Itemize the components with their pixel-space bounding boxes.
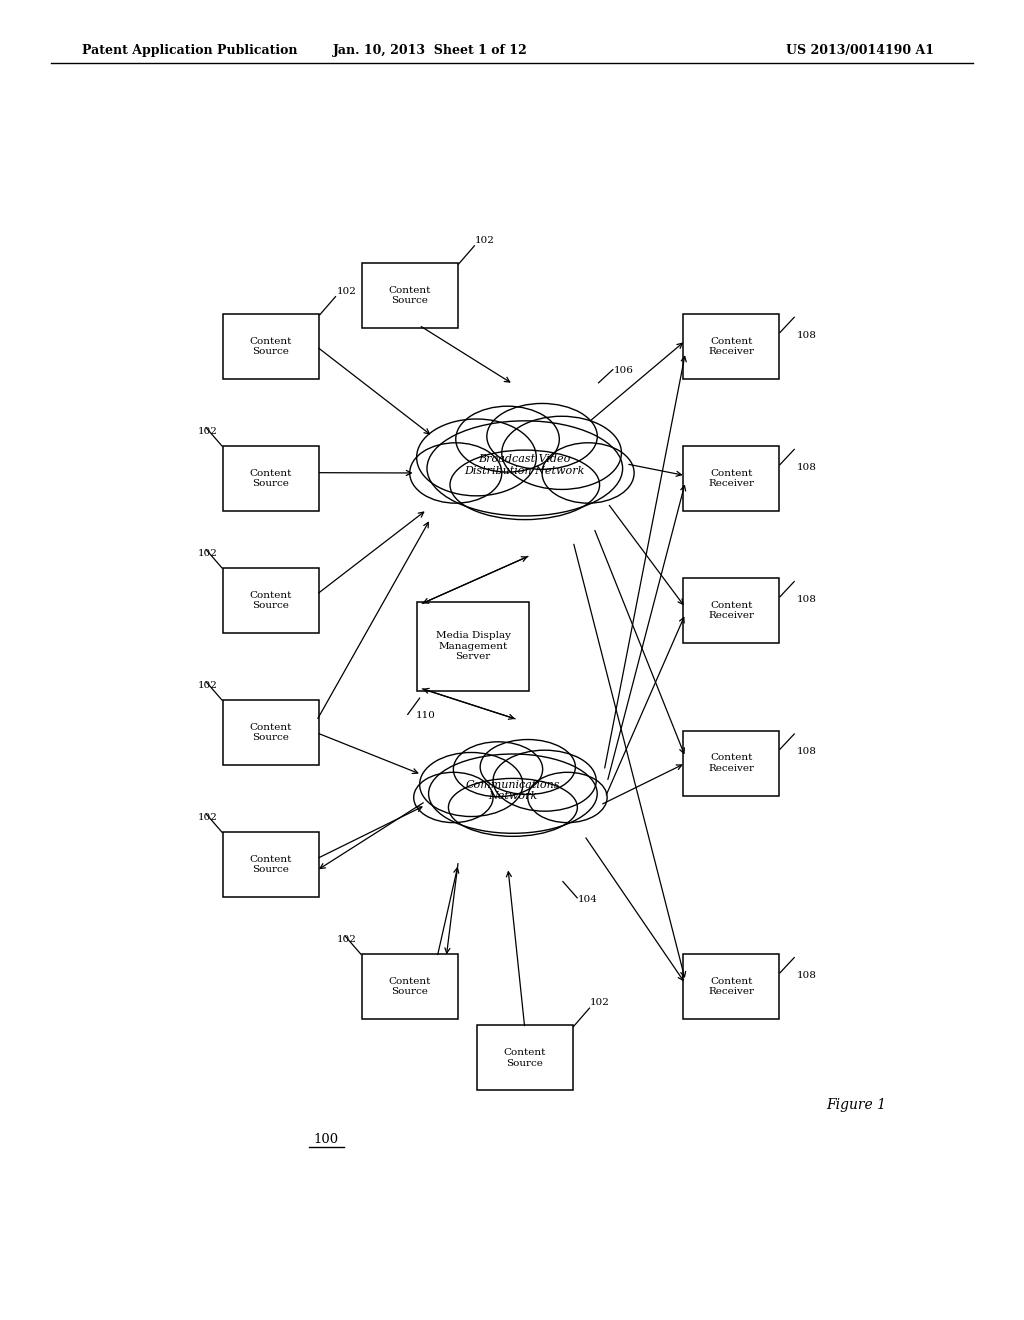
Ellipse shape (449, 779, 578, 837)
FancyBboxPatch shape (477, 1026, 572, 1090)
Text: Content
Receiver: Content Receiver (709, 601, 754, 620)
FancyBboxPatch shape (223, 568, 318, 634)
Text: Content
Source: Content Source (388, 977, 431, 997)
Text: Content
Source: Content Source (388, 286, 431, 305)
Ellipse shape (454, 742, 543, 797)
Text: Content
Source: Content Source (504, 1048, 546, 1068)
Ellipse shape (527, 772, 607, 822)
Text: 110: 110 (416, 711, 435, 721)
FancyBboxPatch shape (683, 446, 779, 511)
Text: Patent Application Publication: Patent Application Publication (82, 44, 297, 57)
Ellipse shape (420, 752, 523, 817)
Ellipse shape (427, 421, 623, 516)
Text: Jan. 10, 2013  Sheet 1 of 12: Jan. 10, 2013 Sheet 1 of 12 (333, 44, 527, 57)
Text: Content
Source: Content Source (250, 469, 292, 488)
Text: 102: 102 (336, 935, 356, 944)
FancyBboxPatch shape (361, 954, 458, 1019)
Text: 102: 102 (198, 681, 217, 690)
Text: 106: 106 (613, 366, 634, 375)
Ellipse shape (480, 739, 575, 795)
Ellipse shape (417, 418, 537, 496)
FancyBboxPatch shape (683, 578, 779, 643)
FancyBboxPatch shape (223, 833, 318, 898)
Text: 108: 108 (797, 972, 816, 979)
Text: 108: 108 (797, 595, 816, 603)
Text: 108: 108 (797, 747, 816, 756)
FancyBboxPatch shape (223, 446, 318, 511)
Text: 108: 108 (797, 330, 816, 339)
FancyBboxPatch shape (683, 954, 779, 1019)
Text: Content
Source: Content Source (250, 591, 292, 610)
Text: 108: 108 (797, 463, 816, 471)
Ellipse shape (502, 416, 622, 490)
Text: Media Display
Management
Server: Media Display Management Server (436, 631, 511, 661)
Text: US 2013/0014190 A1: US 2013/0014190 A1 (786, 44, 934, 57)
Ellipse shape (542, 442, 634, 503)
FancyBboxPatch shape (417, 602, 529, 690)
FancyBboxPatch shape (223, 700, 318, 766)
Text: 102: 102 (336, 286, 356, 296)
Ellipse shape (486, 404, 597, 470)
Text: Broadcast Video
Distribution Network: Broadcast Video Distribution Network (465, 454, 585, 475)
Ellipse shape (414, 772, 494, 822)
Text: 104: 104 (578, 895, 598, 904)
Text: Figure 1: Figure 1 (826, 1098, 887, 1111)
Text: 102: 102 (198, 549, 217, 558)
FancyBboxPatch shape (361, 263, 458, 329)
Text: Content
Source: Content Source (250, 855, 292, 874)
Text: Content
Receiver: Content Receiver (709, 977, 754, 997)
Text: 100: 100 (313, 1133, 339, 1146)
Text: 102: 102 (475, 236, 495, 246)
FancyBboxPatch shape (223, 314, 318, 379)
Text: 102: 102 (198, 813, 217, 822)
FancyBboxPatch shape (683, 314, 779, 379)
Text: Content
Receiver: Content Receiver (709, 337, 754, 356)
Text: Content
Source: Content Source (250, 723, 292, 742)
Ellipse shape (494, 750, 596, 812)
Text: Content
Source: Content Source (250, 337, 292, 356)
Ellipse shape (456, 407, 559, 473)
Ellipse shape (429, 754, 597, 833)
Text: Content
Receiver: Content Receiver (709, 754, 754, 772)
Text: Content
Receiver: Content Receiver (709, 469, 754, 488)
Text: Communications
Network: Communications Network (466, 780, 560, 801)
Text: 102: 102 (590, 998, 610, 1007)
Ellipse shape (450, 450, 600, 520)
Ellipse shape (410, 442, 502, 503)
Text: 102: 102 (198, 426, 217, 436)
FancyBboxPatch shape (683, 731, 779, 796)
